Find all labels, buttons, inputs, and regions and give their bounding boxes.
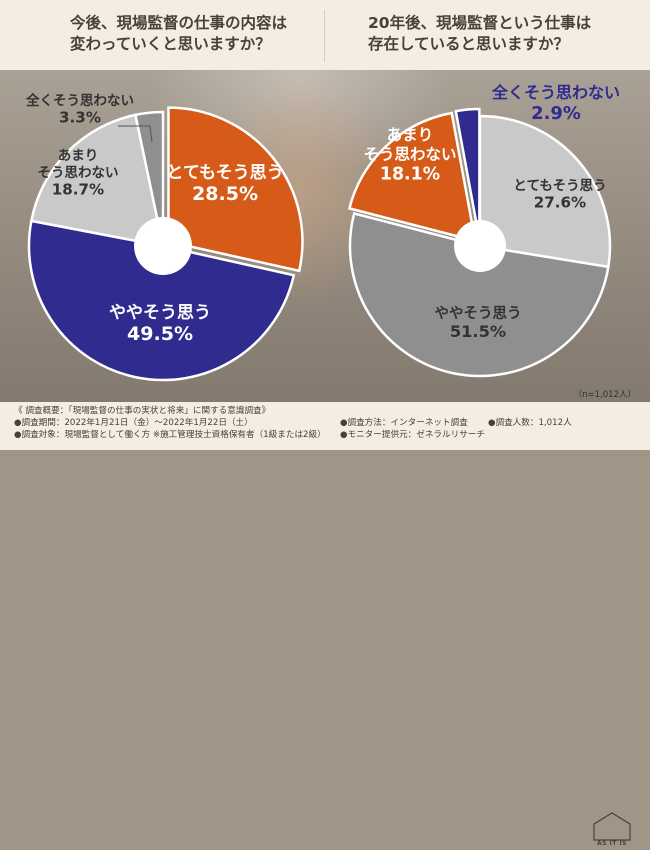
survey-footer: 《 調査概要：「現場監督の仕事の実状と将来」に関する意識調査》 ●調査期間：20…	[0, 402, 650, 847]
chart-1-label-1: とてもそう思う 28.5%	[166, 163, 283, 205]
as-it-is-logo: AS IT IS	[590, 810, 634, 850]
question-1-title: 今後、現場監督の仕事の内容は 変わっていくと思いますか？	[70, 13, 370, 55]
chart-2-slice-3	[347, 111, 477, 243]
chart-1-center-hole	[134, 217, 192, 275]
chart-1-leader-line	[118, 125, 153, 143]
chart-2-label-2: ややそう思う 51.5%	[435, 305, 522, 341]
question-1-line-1: 今後、現場監督の仕事の内容は	[70, 14, 288, 32]
question-2-line-2: 存在していると思いますか？	[368, 35, 570, 53]
chart-1-label-4: 全くそう思わない 3.3%	[25, 92, 134, 127]
survey-summary: 《 調査概要：「現場監督の仕事の実状と将来」に関する意識調査》	[14, 406, 271, 416]
chart-1-slice-1	[167, 106, 304, 273]
logo-text: AS IT IS	[596, 840, 628, 847]
chart-2-label-3: あまりそう思わない 18.1%	[363, 126, 456, 185]
header-bar: 今後、現場監督の仕事の内容は 変わっていくと思いますか？ 20年後、現場監督とい…	[0, 0, 650, 70]
question-1-line-2: 変わっていくと思いますか？	[70, 35, 271, 53]
survey-method: ●調査方法：インターネット調査	[340, 418, 468, 428]
survey-target: ●調査対象：現場監督として働く方 ※施工管理技士資格保有者（1級または2級）	[14, 430, 326, 440]
chart-1-slice-2	[27, 219, 296, 382]
chart-2-slice-2	[348, 211, 610, 378]
chart-1-slice-3	[29, 113, 165, 248]
survey-period: ●調査期間：2022年1月21日（金）〜2022年1月22日（土）	[14, 418, 253, 428]
sample-size-note: （n=1,012人）	[573, 390, 636, 400]
question-2-line-1: 20年後、現場監督という仕事は	[368, 14, 592, 32]
chart-1-slice-4	[133, 110, 165, 247]
chart-2-center-hole	[454, 220, 506, 272]
house-logo-icon	[593, 812, 631, 841]
pie-charts: とてもそう思う 28.5% ややそう思う 49.5% あまりそう思わない 18.7% 全くそ…	[25, 83, 620, 382]
chart-2-slice-1	[478, 114, 612, 269]
chart-2-slice-4	[454, 107, 481, 240]
survey-provider: ●モニター提供元：ゼネラルリサーチ	[340, 430, 485, 440]
question-2-title: 20年後、現場監督という仕事は 存在していると思いますか？	[368, 13, 650, 55]
survey-count: ●調査人数：1,012人	[488, 418, 572, 428]
header-divider	[324, 10, 325, 62]
chart-1-label-2: ややそう思う 49.5%	[109, 303, 211, 345]
chart-2-label-4: 全くそう思わない 2.9%	[491, 83, 620, 124]
chart-2-label-1: とてもそう思う 27.6%	[513, 178, 606, 212]
chart-1-label-3: あまりそう思わない 18.7%	[38, 148, 119, 198]
